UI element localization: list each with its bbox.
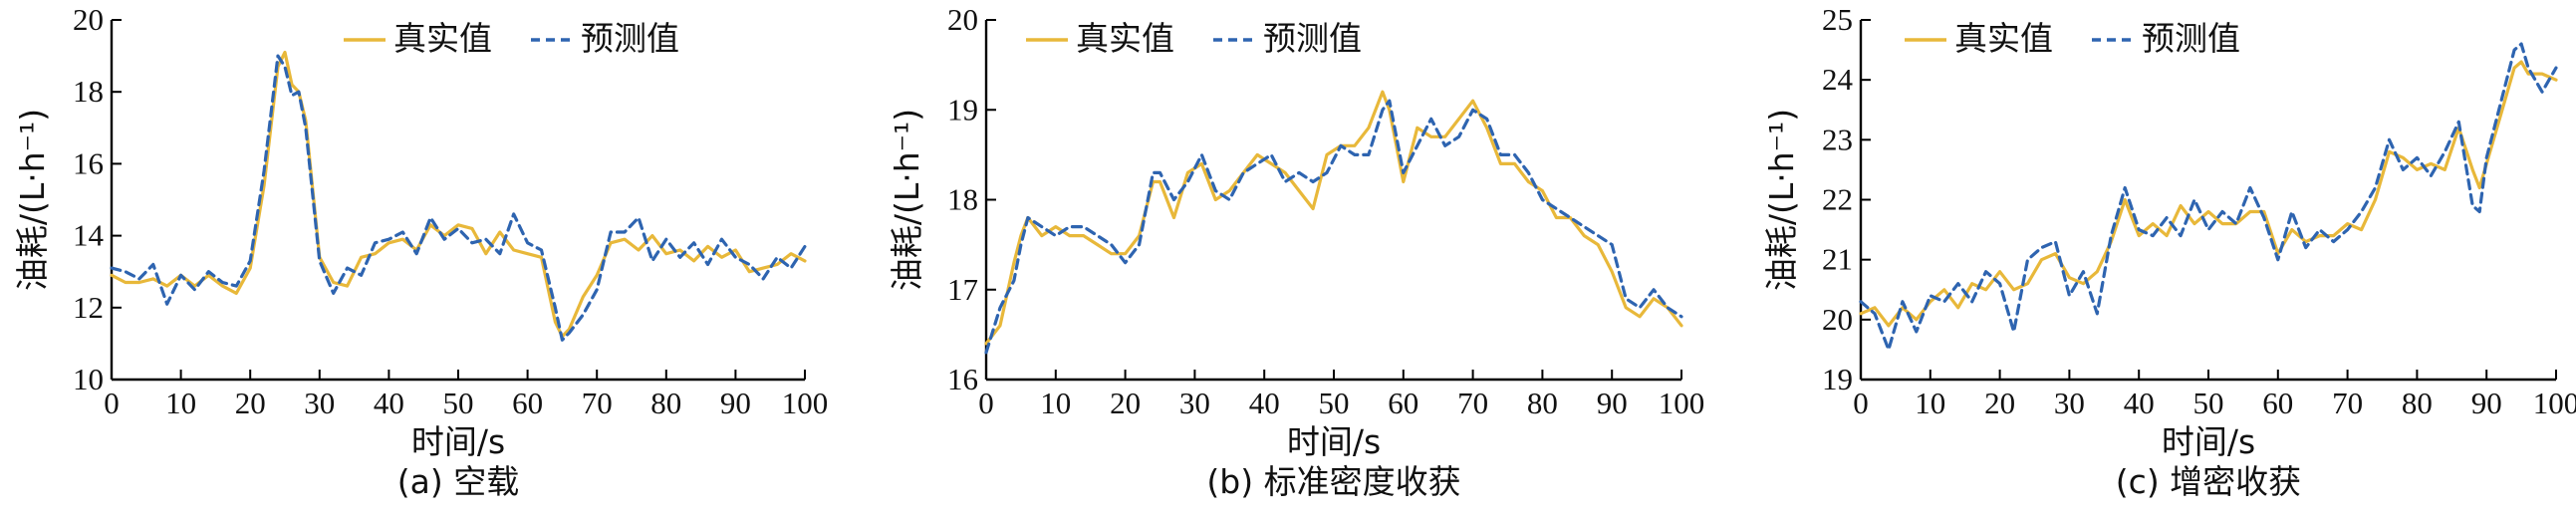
chart-panel-2: 16 17 18 19 20 0 10 20 30 40 50 60 70 80 90 100 时间/s 油耗/(… <box>888 2 1704 501</box>
x-tick-label: 10 <box>165 386 196 420</box>
y-tick-label: 18 <box>947 182 978 217</box>
x-tick-label: 10 <box>1915 386 1945 420</box>
y-tick-label: 22 <box>1822 182 1853 217</box>
x-tick-label: 20 <box>1110 386 1141 420</box>
x-tick-label: 0 <box>104 386 120 420</box>
x-tick-label: 40 <box>1249 386 1280 420</box>
series-line-predicted <box>110 54 807 342</box>
series-line-actual <box>1859 60 2558 328</box>
y-tick-label: 19 <box>947 92 978 127</box>
series-line-actual <box>110 50 807 339</box>
x-tick-label: 40 <box>374 386 404 420</box>
x-tick-label: 10 <box>1040 386 1071 420</box>
x-tick-label: 70 <box>582 386 613 420</box>
y-tick-label: 20 <box>73 2 104 37</box>
y-tick-label: 24 <box>1822 62 1854 97</box>
chart-panel-3: 19 20 21 22 23 24 25 0 10 20 30 40 50 60 70 80 90 100 时间/s… <box>1762 2 2576 501</box>
legend-label-actual: 真实值 <box>1076 19 1174 58</box>
legend-label-predicted: 预测值 <box>1263 19 1362 58</box>
y-tick-label: 20 <box>1822 302 1853 337</box>
x-tick-label: 20 <box>1984 386 2015 420</box>
x-tick-label: 30 <box>304 386 335 420</box>
legend: 真实值 预测值 <box>344 19 679 58</box>
x-tick-label: 50 <box>1319 386 1350 420</box>
y-tick-label: 20 <box>947 2 978 37</box>
panel-caption: (c) 增密收获 <box>2116 462 2301 501</box>
y-tick-label: 14 <box>73 218 105 253</box>
x-tick-label: 100 <box>2533 386 2576 420</box>
x-tick-label: 0 <box>978 386 994 420</box>
y-tick-label: 25 <box>1822 2 1853 37</box>
y-tick-label: 10 <box>73 362 104 396</box>
y-tick-label: 21 <box>1822 242 1853 277</box>
y-axis-label: 油耗/(L·h⁻¹) <box>13 109 52 291</box>
x-tick-label: 30 <box>1179 386 1210 420</box>
x-tick-label: 50 <box>443 386 474 420</box>
y-axis-label: 油耗/(L·h⁻¹) <box>1762 109 1801 291</box>
legend-label-actual: 真实值 <box>393 19 492 58</box>
y-tick-label: 16 <box>947 362 978 396</box>
y-tick-label: 23 <box>1822 122 1853 156</box>
y-tick-label: 18 <box>73 74 104 109</box>
legend-label-predicted: 预测值 <box>581 19 679 58</box>
series-line-predicted <box>1859 42 2558 352</box>
series-line-predicted <box>984 99 1683 355</box>
x-axis-label: 时间/s <box>411 422 505 461</box>
y-tick-label: 17 <box>947 272 978 307</box>
x-tick-label: 60 <box>512 386 543 420</box>
x-tick-label: 80 <box>650 386 681 420</box>
x-tick-label: 60 <box>2262 386 2293 420</box>
x-tick-label: 70 <box>2332 386 2363 420</box>
x-tick-label: 30 <box>2054 386 2085 420</box>
x-tick-label: 90 <box>1597 386 1628 420</box>
x-tick-label: 90 <box>720 386 751 420</box>
x-tick-label: 70 <box>1457 386 1488 420</box>
x-axis-label: 时间/s <box>2162 422 2255 461</box>
x-tick-label: 100 <box>782 386 829 420</box>
legend: 真实值 预测值 <box>1026 19 1362 58</box>
y-tick-label: 12 <box>73 290 104 325</box>
x-tick-label: 80 <box>2402 386 2433 420</box>
x-tick-label: 20 <box>235 386 266 420</box>
y-tick-label: 19 <box>1822 362 1853 396</box>
x-tick-label: 100 <box>1659 386 1705 420</box>
x-tick-label: 0 <box>1853 386 1869 420</box>
y-tick-label: 16 <box>73 145 104 180</box>
x-tick-label: 50 <box>2193 386 2224 420</box>
legend: 真实值 预测值 <box>1905 19 2240 58</box>
series-line-actual <box>984 90 1683 346</box>
x-tick-label: 90 <box>2471 386 2502 420</box>
x-tick-label: 80 <box>1527 386 1558 420</box>
panel-caption: (b) 标准密度收获 <box>1206 462 1460 501</box>
x-tick-label: 60 <box>1388 386 1418 420</box>
panel-caption: (a) 空载 <box>397 462 519 501</box>
legend-label-predicted: 预测值 <box>2142 19 2240 58</box>
x-tick-label: 40 <box>2124 386 2155 420</box>
x-axis-label: 时间/s <box>1287 422 1381 461</box>
y-axis-label: 油耗/(L·h⁻¹) <box>888 109 926 291</box>
legend-label-actual: 真实值 <box>1954 19 2053 58</box>
